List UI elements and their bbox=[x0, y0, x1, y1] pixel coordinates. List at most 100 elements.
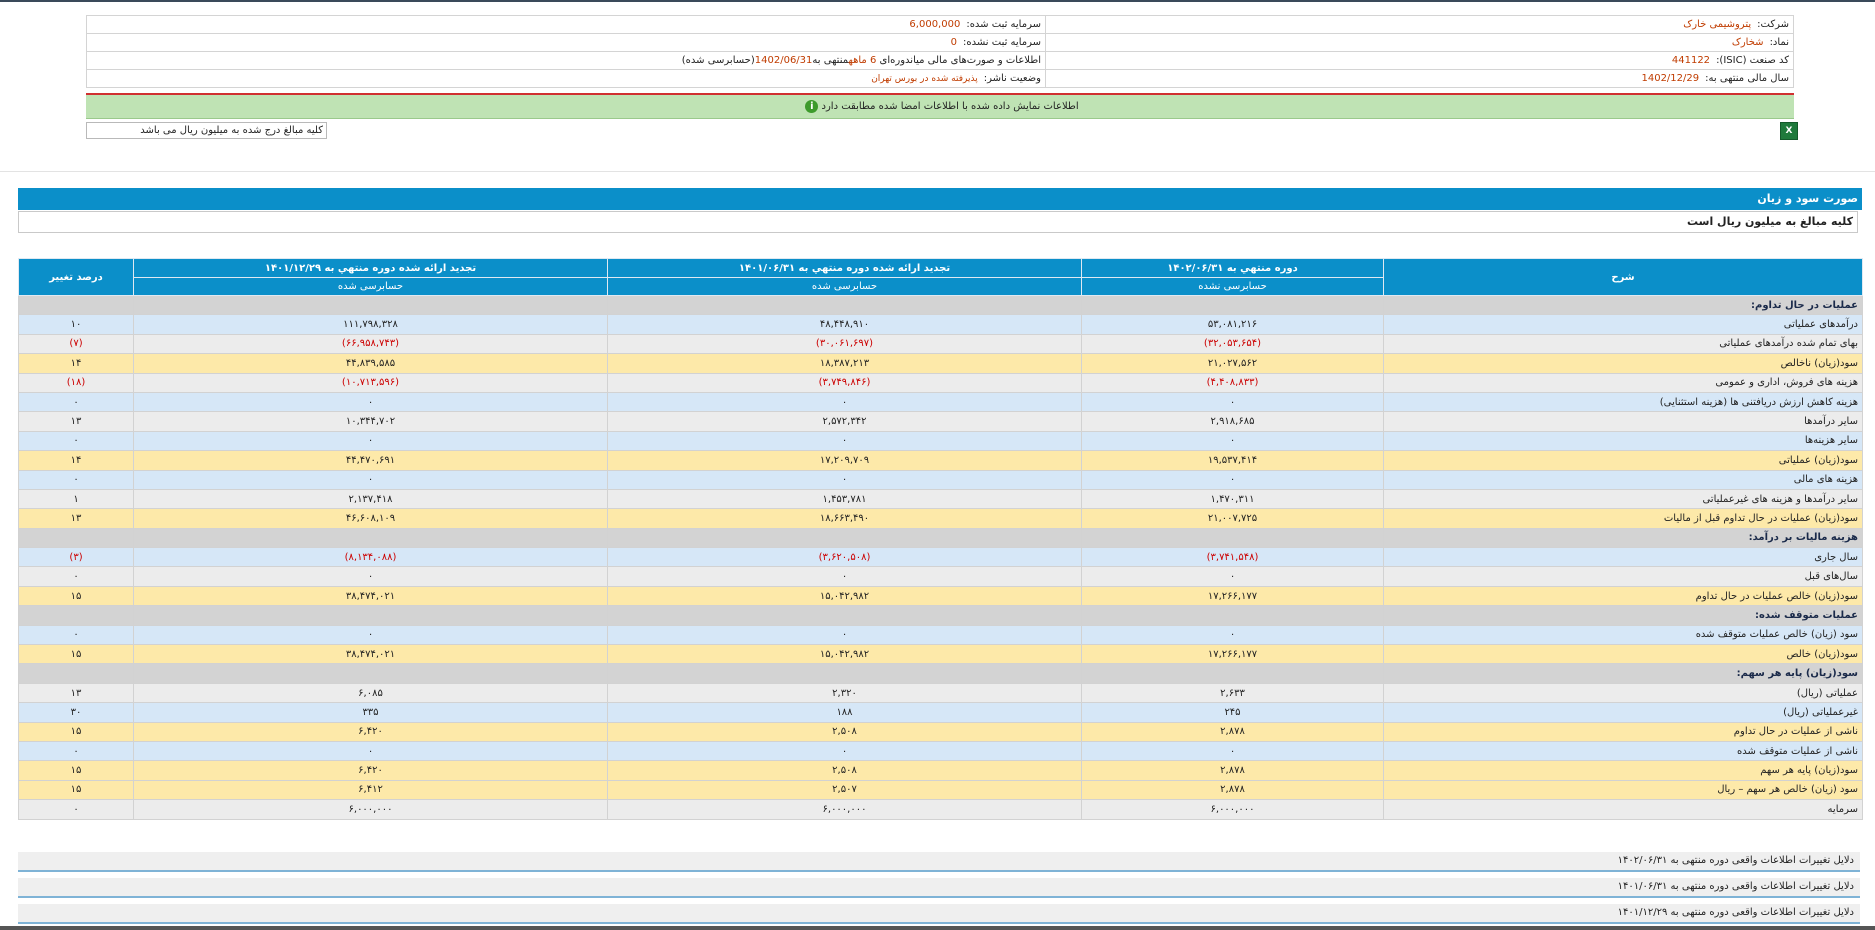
section-subtitle: کلیه مبالغ به میلیون ریال است bbox=[18, 211, 1858, 233]
row-value-change: ۰ bbox=[18, 430, 134, 452]
change-reason-link[interactable]: دلایل تغییرات اطلاعات واقعی دوره منتهی ب… bbox=[18, 852, 1860, 872]
row-value-change: ۱۵ bbox=[18, 760, 134, 781]
row-description: بهاى تمام شده درآمدهای عملیاتی bbox=[1383, 333, 1863, 355]
row-value-period-3: ۴۴,۸۳۹,۵۸۵ bbox=[133, 353, 608, 374]
table-row: هزینه های فروش، اداری و عمومی (۴,۴۰۸,۸۳۳)… bbox=[18, 372, 1863, 393]
row-value-period-2: ۰ bbox=[607, 430, 1082, 452]
report-months: 6 ماهه bbox=[848, 55, 877, 66]
row-value-change: ۱۵ bbox=[18, 585, 134, 607]
row-value-period-2: ۲,۵۰۸ bbox=[607, 760, 1082, 781]
row-value-period-1: ۰ bbox=[1081, 469, 1384, 490]
header-change: درصد تغییر bbox=[18, 258, 134, 296]
row-value-period-3: ۴۶,۶۰۸,۱۰۹ bbox=[133, 508, 608, 529]
registered-capital-cell: سرمایه ثبت شده: 6,000,000 bbox=[86, 15, 1046, 34]
row-value-change: (۷) bbox=[18, 333, 134, 355]
row-description: سود(زیان) پایه هر سهم: bbox=[1383, 663, 1863, 684]
row-value-period-1: ۱۷,۲۶۶,۱۷۷ bbox=[1081, 644, 1384, 665]
row-description: سال جاری bbox=[1383, 547, 1863, 568]
row-description: سود (زيان) خالص عمليات متوقف شده bbox=[1383, 624, 1863, 646]
row-value-change bbox=[18, 605, 134, 626]
excel-icon[interactable]: X bbox=[1780, 122, 1798, 140]
table-section-row: عمليات متوقف شده: bbox=[18, 605, 1863, 626]
fiscal-value: 1402/12/29 bbox=[1641, 73, 1700, 84]
row-value-period-3: ۰ bbox=[133, 469, 608, 490]
company-value: پتروشیمی خارک bbox=[1683, 19, 1752, 30]
row-value-period-1: ۲,۸۷۸ bbox=[1081, 779, 1384, 801]
row-value-period-2: ۰ bbox=[607, 391, 1082, 413]
row-value-period-3: ۰ bbox=[133, 430, 608, 452]
report-label: اطلاعات و صورت‌های مالی میاندوره‌ای bbox=[879, 55, 1041, 66]
row-value-period-3 bbox=[133, 663, 608, 684]
row-value-period-3: ۳۳۵ bbox=[133, 702, 608, 723]
row-description: ناشی از عملیات متوقف شده bbox=[1383, 740, 1863, 762]
row-value-period-3 bbox=[133, 605, 608, 626]
row-value-period-1: (۳۲,۰۵۳,۶۵۴) bbox=[1081, 333, 1384, 355]
subheader-period-1: حسابرسی نشده bbox=[1081, 277, 1384, 296]
row-value-period-1: ۰ bbox=[1081, 740, 1384, 762]
row-value-change: ۳۰ bbox=[18, 702, 134, 723]
row-value-period-1: ۲,۸۷۸ bbox=[1081, 760, 1384, 781]
row-value-period-2: ۱۵,۰۴۲,۹۸۲ bbox=[607, 585, 1082, 607]
table-row: سایر هزینه‌ها ۰ ۰ ۰ ۰ bbox=[18, 430, 1863, 452]
isic-cell: کد صنعت (ISIC): 441122 bbox=[1045, 51, 1794, 70]
row-value-period-2 bbox=[607, 294, 1082, 316]
table-row: غيرعملياتى (ريال) ۲۴۵ ۱۸۸ ۳۳۵ ۳۰ bbox=[18, 702, 1863, 723]
table-row: عملياتى (ريال) ۲,۶۳۳ ۲,۳۲۰ ۶,۰۸۵ ۱۳ bbox=[18, 682, 1863, 704]
table-row: ساير درآمدها و هزينه هاى غيرعملياتى ۱,۴۷۰… bbox=[18, 488, 1863, 510]
row-description: عملياتى (ريال) bbox=[1383, 682, 1863, 704]
row-value-period-1: ۲,۹۱۸,۶۸۵ bbox=[1081, 411, 1384, 432]
row-description: عملیات در حال تداوم: bbox=[1383, 294, 1863, 316]
alert-text: اطلاعات نمایش داده شده با اطلاعات امضا ش… bbox=[821, 101, 1079, 112]
row-value-period-1: ۲۱,۰۲۷,۵۶۲ bbox=[1081, 353, 1384, 374]
table-section-row: هزینه مالیات بر درآمد: bbox=[18, 527, 1863, 549]
header-period-1: دوره منتهي به ۱۴۰۲/۰۶/۳۱ bbox=[1081, 258, 1384, 278]
row-description: سود(زيان) پایه هر سهم bbox=[1383, 760, 1863, 781]
row-value-period-2: ۰ bbox=[607, 740, 1082, 762]
symbol-value: شخارک bbox=[1731, 37, 1764, 48]
row-description: غيرعملياتى (ريال) bbox=[1383, 702, 1863, 723]
table-row: ناشی از عملیات در حال تداوم ۲,۸۷۸ ۲,۵۰۸ ۶,۴… bbox=[18, 721, 1863, 742]
row-value-period-1: ۱۹,۵۳۷,۴۱۴ bbox=[1081, 450, 1384, 471]
row-value-period-1 bbox=[1081, 605, 1384, 626]
publisher-value: پذیرفته شده در بورس تهران bbox=[871, 74, 978, 84]
table-row: سود(زيان) پایه هر سهم ۲,۸۷۸ ۲,۵۰۸ ۶,۴۲۰ ۱۵ bbox=[18, 760, 1863, 781]
table-row: سود(زيان) عمليات در حال تداوم قبل از مال… bbox=[18, 508, 1863, 529]
table-row: سود(زيان) عملياتى ۱۹,۵۳۷,۴۱۴ ۱۷,۲۰۹,۷۰۹ ۴۴,… bbox=[18, 450, 1863, 471]
row-value-period-3: ۶,۰۸۵ bbox=[133, 682, 608, 704]
row-description: هزينه هاى مالى bbox=[1383, 469, 1863, 490]
row-value-period-1: ۱۷,۲۶۶,۱۷۷ bbox=[1081, 585, 1384, 607]
company-info-table: شرکت: پتروشیمی خارک سرمایه ثبت شده: 6,000,… bbox=[86, 15, 1794, 88]
row-value-period-1 bbox=[1081, 663, 1384, 684]
row-value-period-3: ۰ bbox=[133, 740, 608, 762]
row-description: هزینه کاهش ارزش دریافتنی ها (هزینه استثن… bbox=[1383, 391, 1863, 413]
row-description: سرمایه bbox=[1383, 799, 1863, 820]
company-cell: شرکت: پتروشیمی خارک bbox=[1045, 15, 1794, 34]
publisher-label: وضعیت ناشر: bbox=[983, 73, 1041, 84]
row-value-period-1: ۰ bbox=[1081, 391, 1384, 413]
row-value-period-2: (۳,۷۴۹,۸۴۶) bbox=[607, 372, 1082, 393]
row-value-period-3: ۴۴,۴۷۰,۶۹۱ bbox=[133, 450, 608, 471]
row-value-period-2: (۳,۶۲۰,۵۰۸) bbox=[607, 547, 1082, 568]
bottom-border bbox=[0, 926, 1875, 930]
change-reason-link[interactable]: دلایل تغییرات اطلاعات واقعی دوره منتهی ب… bbox=[18, 878, 1860, 898]
row-value-period-3: (۶۶,۹۵۸,۷۴۳) bbox=[133, 333, 608, 355]
row-value-period-1: ۱,۴۷۰,۳۱۱ bbox=[1081, 488, 1384, 510]
divider bbox=[0, 171, 1875, 172]
row-value-period-2 bbox=[607, 663, 1082, 684]
row-value-change: ۰ bbox=[18, 740, 134, 762]
table-row: سال جاری (۳,۷۴۱,۵۴۸) (۳,۶۲۰,۵۰۸) (۸,۱۳۴,۰۸۸… bbox=[18, 547, 1863, 568]
row-value-period-3: ۶,۴۱۲ bbox=[133, 779, 608, 801]
row-value-period-3: ۳۸,۴۷۴,۰۲۱ bbox=[133, 585, 608, 607]
row-description: هزینه های فروش، اداری و عمومی bbox=[1383, 372, 1863, 393]
report-date: 1402/06/31 bbox=[754, 55, 813, 66]
row-value-period-3: ۶,۴۲۰ bbox=[133, 721, 608, 742]
table-row: سود(زيان) ناخالص ۲۱,۰۲۷,۵۶۲ ۱۸,۳۸۷,۲۱۳ ۴۴,۸… bbox=[18, 353, 1863, 374]
row-value-change bbox=[18, 527, 134, 549]
row-value-change bbox=[18, 294, 134, 316]
change-reason-link[interactable]: دلایل تغییرات اطلاعات واقعی دوره منتهی ب… bbox=[18, 904, 1860, 924]
row-description: سود(زيان) عملياتى bbox=[1383, 450, 1863, 471]
row-value-change: ۱ bbox=[18, 488, 134, 510]
symbol-label: نماد: bbox=[1769, 37, 1789, 48]
row-description: عمليات متوقف شده: bbox=[1383, 605, 1863, 626]
row-value-period-3: ۰ bbox=[133, 624, 608, 646]
